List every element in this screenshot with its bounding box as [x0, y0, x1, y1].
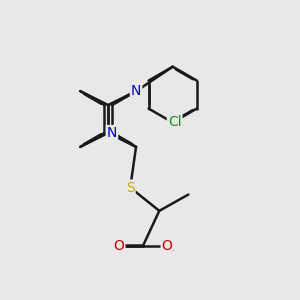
Text: N: N	[107, 126, 117, 140]
Text: O: O	[114, 239, 124, 253]
Text: Cl: Cl	[168, 116, 182, 130]
Text: N: N	[131, 84, 141, 98]
Text: O: O	[162, 239, 172, 253]
Text: S: S	[126, 181, 135, 195]
